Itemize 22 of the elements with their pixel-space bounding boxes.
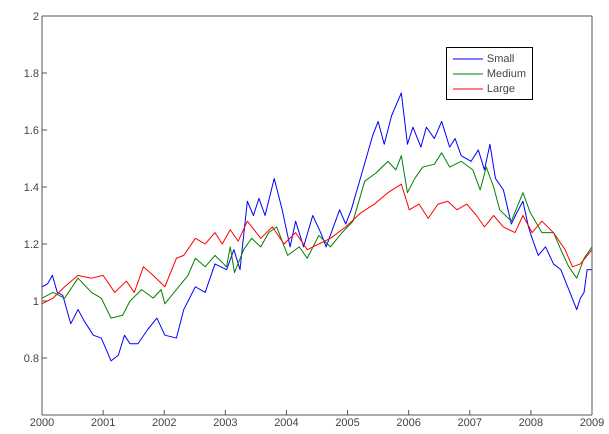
y-tick-label: 2 <box>32 10 39 23</box>
x-tick-label: 2001 <box>90 416 116 429</box>
y-tick-label: 1.2 <box>24 238 39 251</box>
y-tick-label: 1.4 <box>24 182 39 194</box>
y-tick-label: 1.8 <box>24 68 39 80</box>
y-tick-label: 1 <box>32 296 39 308</box>
line-series <box>42 184 592 304</box>
legend-label: Medium <box>486 68 526 80</box>
legend-label: Small <box>486 52 514 64</box>
x-tick-label: 2007 <box>458 416 482 429</box>
y-tick-label: 1.6 <box>24 124 39 137</box>
line-series <box>42 152 592 319</box>
x-tick-label: 2005 <box>335 416 360 429</box>
x-tick-label: 2008 <box>518 416 544 429</box>
x-tick-label: 2003 <box>213 416 238 429</box>
x-tick-label: 2006 <box>396 416 421 429</box>
legend-label: Large <box>486 82 516 94</box>
y-tick-label: 0.8 <box>24 352 39 365</box>
x-tick-label: 2000 <box>30 416 54 429</box>
x-tick-label: 2004 <box>274 416 299 429</box>
x-tick-label: 2009 <box>580 416 604 429</box>
x-tick-label: 2002 <box>152 416 176 429</box>
